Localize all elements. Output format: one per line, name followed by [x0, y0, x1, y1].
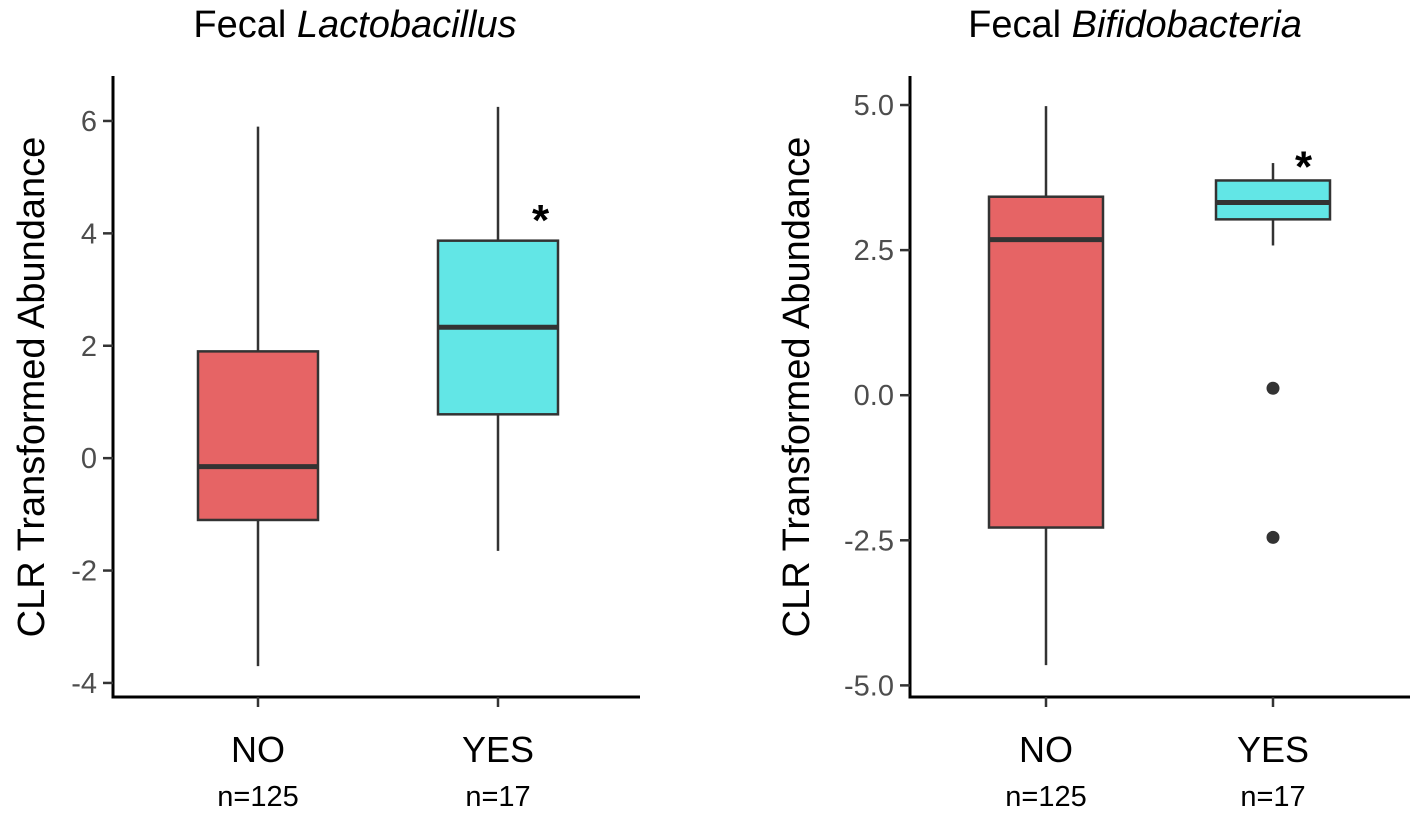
y-tick-label: 6 [81, 106, 97, 138]
plot-area: -4 -2 0 2 4 6 NO n=125 * YES n=17 [71, 76, 640, 813]
y-tick-label: 2 [81, 331, 97, 363]
box-no [196, 350, 320, 522]
sample-size-label: n=125 [1005, 781, 1086, 813]
outlier-point [1266, 381, 1280, 395]
box-yes [1214, 179, 1332, 221]
y-tick-label: 0.0 [854, 380, 894, 412]
x-category-label: NO [1019, 729, 1073, 770]
y-tick-label: -5.0 [844, 670, 894, 702]
sample-size-label: n=17 [1240, 781, 1305, 813]
x-category-label: YES [462, 729, 534, 770]
y-tick-label: 4 [81, 218, 97, 250]
panel-title: Fecal Lactobacillus [193, 4, 516, 46]
y-tick-label: -2.5 [844, 525, 894, 557]
significance-marker: * [532, 196, 550, 245]
x-category-label: YES [1237, 729, 1309, 770]
plot-area: -5.0 -2.5 0.0 2.5 5.0 NO n=125 * YES n=17 [844, 76, 1410, 813]
box-no [987, 195, 1105, 529]
outlier-point [1266, 530, 1280, 544]
y-tick-label: 5.0 [854, 90, 894, 122]
x-category-label: NO [231, 729, 285, 770]
y-axis-label: CLR Transformed Abundance [11, 137, 53, 638]
bifidobacteria-panel: Fecal Bifidobacteria CLR Transformed Abu… [776, 4, 1410, 813]
y-axis-label: CLR Transformed Abundance [776, 137, 818, 638]
y-tick-label: -4 [71, 668, 97, 700]
y-tick-label: 0 [81, 443, 97, 475]
significance-marker: * [1295, 142, 1313, 191]
y-tick-label: -2 [71, 556, 97, 588]
panel-title: Fecal Bifidobacteria [968, 4, 1302, 46]
y-tick-label: 2.5 [854, 235, 894, 267]
lactobacillus-panel: Fecal Lactobacillus CLR Transformed Abun… [11, 4, 640, 813]
sample-size-label: n=125 [217, 781, 298, 813]
sample-size-label: n=17 [465, 781, 530, 813]
